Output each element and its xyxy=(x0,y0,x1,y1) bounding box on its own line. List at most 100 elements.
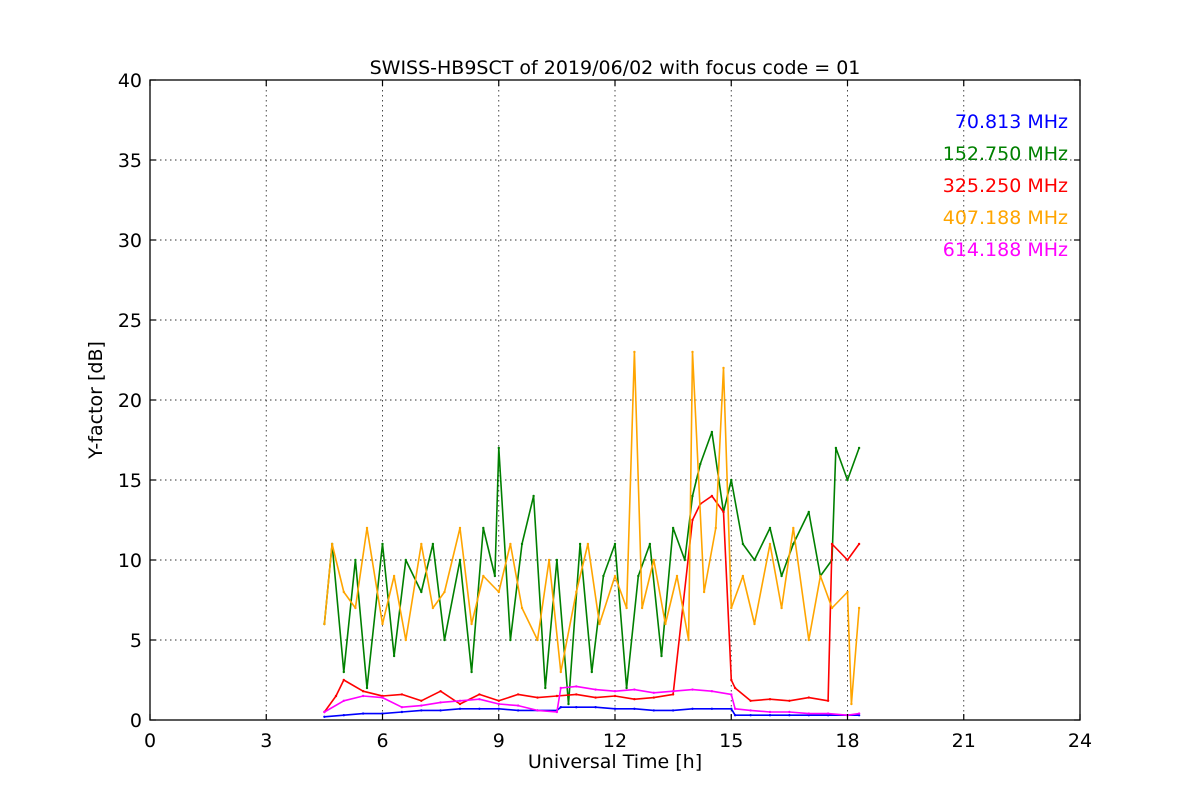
series-2-point xyxy=(857,542,861,546)
series-2-point xyxy=(516,693,520,696)
series-3-point xyxy=(730,606,733,610)
series-3-point xyxy=(509,542,512,546)
series-4-point xyxy=(826,712,830,715)
x-tick-label: 15 xyxy=(719,730,743,752)
series-1-point xyxy=(470,670,473,674)
legend-entry-4: 614.188 MHz xyxy=(943,239,1068,261)
y-tick-label: 20 xyxy=(118,390,142,412)
series-3-point xyxy=(365,526,369,530)
series-2-point xyxy=(768,698,772,701)
series-2-point xyxy=(633,698,636,701)
series-4-point xyxy=(400,706,404,709)
y-tick-label: 35 xyxy=(118,150,142,172)
series-3-point xyxy=(807,638,810,642)
series-3-point xyxy=(420,542,423,546)
x-tick-label: 3 xyxy=(260,730,272,752)
series-3-point xyxy=(482,574,485,578)
series-3-point xyxy=(613,574,617,578)
y-tick-label: 10 xyxy=(118,550,142,572)
series-2-point xyxy=(846,558,849,562)
series-0-point xyxy=(559,706,562,709)
series-1-point xyxy=(792,542,795,546)
series-1-point xyxy=(613,542,617,546)
series-1-point xyxy=(807,510,810,514)
series-3-point xyxy=(633,350,636,354)
chart-title: SWISS-HB9SCT of 2019/06/02 with focus co… xyxy=(370,57,861,79)
series-4-point xyxy=(361,694,365,698)
series-2-point xyxy=(439,690,442,693)
legend-entry-3: 407.188 MHz xyxy=(943,207,1068,229)
series-3-point xyxy=(846,590,849,594)
series-1-point xyxy=(482,526,485,530)
series-0-point xyxy=(730,707,733,710)
series-4-point xyxy=(633,688,636,691)
y-tick-label: 0 xyxy=(130,710,142,732)
series-2-point xyxy=(807,696,810,699)
series-1-point xyxy=(497,446,500,450)
series-3-point xyxy=(687,638,690,642)
series-4-point xyxy=(788,710,791,714)
legend-entry-0: 70.813 MHz xyxy=(955,111,1068,133)
series-4-point xyxy=(381,696,384,699)
series-2-point xyxy=(733,686,737,690)
series-1-point xyxy=(741,542,745,546)
series-2-point xyxy=(788,699,791,702)
axis-ticks: 0 3 6 9 12 15 18 21 24 0 5 10 15 20 25 30 35 40 xyxy=(118,70,1092,752)
series-1-point xyxy=(381,542,384,546)
series-3-point xyxy=(792,526,795,530)
series-3-point xyxy=(640,606,644,610)
series-1-point xyxy=(509,638,512,642)
series-1-point xyxy=(532,494,535,498)
y-tick-label: 25 xyxy=(118,310,142,332)
series-1-point xyxy=(699,462,702,466)
series-4-point xyxy=(575,685,578,688)
series-1-point xyxy=(768,526,772,530)
series-4-point xyxy=(710,690,714,693)
series-2-point xyxy=(730,678,733,682)
series-2-point xyxy=(749,699,752,702)
series-2-point xyxy=(613,694,617,698)
series-3-point xyxy=(575,590,578,594)
x-tick-label: 0 xyxy=(144,730,156,752)
series-2-point xyxy=(830,542,834,546)
x-tick-label: 18 xyxy=(835,730,859,752)
series-2-point xyxy=(334,694,338,698)
series-2-point xyxy=(342,678,345,682)
series-3-point xyxy=(458,526,462,530)
series-1-point xyxy=(354,558,357,562)
series-2-point xyxy=(497,699,500,702)
series-1-point xyxy=(520,542,524,546)
series-1-point xyxy=(602,574,605,578)
x-axis-label: Universal Time [h] xyxy=(528,751,702,773)
series-3-point xyxy=(702,590,706,594)
series-3-point xyxy=(497,590,500,594)
x-tick-label: 12 xyxy=(603,730,627,752)
series-0-point xyxy=(768,714,772,717)
series-1-point xyxy=(365,686,369,690)
series-1-point xyxy=(683,558,686,562)
series-1-point xyxy=(660,654,663,658)
y-axis-label: Y-factor [dB] xyxy=(85,341,107,460)
series-0-point xyxy=(439,709,442,712)
series-4-point xyxy=(478,698,481,701)
series-1-point xyxy=(392,654,396,658)
legend-entry-2: 325.250 MHz xyxy=(943,175,1068,197)
series-3-point xyxy=(691,350,694,354)
series-3-point xyxy=(342,590,345,594)
series-3-point xyxy=(625,606,628,610)
series-0-point xyxy=(575,706,578,709)
series-0-point xyxy=(671,709,675,712)
series-3-point xyxy=(354,606,357,610)
series-0-point xyxy=(420,709,423,712)
series-4-point xyxy=(691,688,694,691)
x-tick-label: 21 xyxy=(952,730,976,752)
series-4-point xyxy=(536,709,539,712)
series-0-point xyxy=(478,707,481,710)
legend: 70.813 MHz 152.750 MHz 325.250 MHz 407.188 … xyxy=(943,111,1068,261)
series-0-point xyxy=(733,714,737,717)
series-3-point xyxy=(586,542,590,546)
series-0-point xyxy=(652,709,655,712)
series-3-point xyxy=(652,558,655,562)
series-1-point xyxy=(857,446,861,450)
